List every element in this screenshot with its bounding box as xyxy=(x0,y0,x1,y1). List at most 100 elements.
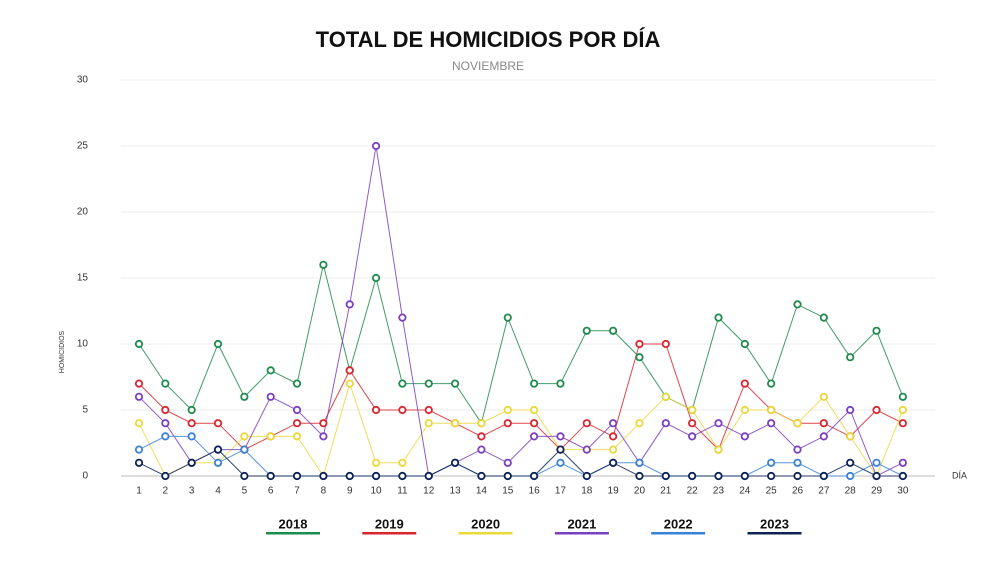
data-point xyxy=(714,445,723,454)
y-tick-label: 10 xyxy=(77,339,89,350)
data-point xyxy=(793,300,802,309)
data-point xyxy=(134,445,144,454)
data-point xyxy=(846,432,855,441)
data-point xyxy=(503,471,512,481)
data-point xyxy=(740,339,749,349)
legend-label: 2018 xyxy=(279,516,308,531)
x-tick-label: 21 xyxy=(660,486,672,497)
data-point xyxy=(371,405,381,415)
x-tick-label: 30 xyxy=(897,486,909,497)
data-point xyxy=(266,392,275,401)
data-point xyxy=(450,419,460,428)
x-tick-label: 26 xyxy=(792,486,804,497)
data-point xyxy=(319,260,328,269)
data-point xyxy=(688,471,697,481)
data-point xyxy=(161,471,170,481)
data-point xyxy=(635,419,644,428)
data-point xyxy=(134,458,144,467)
data-point xyxy=(872,471,881,481)
data-point xyxy=(503,313,512,322)
data-point xyxy=(767,471,776,481)
data-point xyxy=(688,419,697,428)
data-point xyxy=(740,471,749,481)
x-tick-label: 29 xyxy=(871,486,883,497)
x-tick-label: 9 xyxy=(347,486,353,497)
x-tick-label: 23 xyxy=(713,486,725,497)
y-tick-label: 5 xyxy=(82,405,88,416)
x-tick-label: 25 xyxy=(766,486,778,497)
x-tick-label: 22 xyxy=(687,486,699,497)
data-point xyxy=(898,405,907,415)
legend-label: 2023 xyxy=(760,516,789,531)
y-tick-label: 15 xyxy=(77,273,89,284)
data-point xyxy=(240,445,249,454)
data-point xyxy=(582,419,591,428)
data-point xyxy=(134,392,144,401)
data-point xyxy=(793,471,802,481)
data-point xyxy=(161,405,170,415)
legend-label: 2019 xyxy=(375,516,404,531)
series-line xyxy=(138,145,904,477)
series-line xyxy=(138,264,904,425)
data-point xyxy=(503,419,512,428)
data-point xyxy=(635,458,644,467)
legend-swatch xyxy=(554,532,609,535)
series-line xyxy=(138,448,903,477)
data-point xyxy=(898,458,907,467)
y-tick-label: 25 xyxy=(77,141,89,152)
data-point xyxy=(424,405,433,415)
data-point xyxy=(767,405,776,415)
data-point xyxy=(134,339,144,349)
data-point xyxy=(609,419,618,428)
data-point xyxy=(398,405,407,415)
x-tick-label: 8 xyxy=(321,486,327,497)
data-point xyxy=(529,471,539,481)
data-point xyxy=(846,353,855,362)
x-tick-label: 12 xyxy=(423,486,435,497)
x-tick-label: 10 xyxy=(370,486,382,497)
data-point xyxy=(503,458,512,467)
data-point xyxy=(187,405,196,415)
x-tick-label: 5 xyxy=(242,486,248,497)
data-point xyxy=(714,313,723,322)
data-point xyxy=(319,419,328,428)
x-tick-label: 4 xyxy=(215,486,221,497)
data-point xyxy=(424,471,433,481)
data-point xyxy=(266,432,275,441)
data-point xyxy=(740,379,749,388)
data-point xyxy=(688,405,697,415)
x-tick-label: 20 xyxy=(634,486,646,497)
data-point xyxy=(609,445,618,454)
legend-swatch xyxy=(362,532,417,535)
data-point xyxy=(556,432,565,441)
data-point xyxy=(529,379,539,388)
legend-swatch xyxy=(747,532,802,535)
chart-title: TOTAL DE HOMICIDIOS POR DÍA xyxy=(316,27,661,52)
data-point xyxy=(529,419,539,428)
data-point xyxy=(609,432,618,441)
data-point xyxy=(292,432,302,441)
x-tick-label: 1 xyxy=(136,486,142,497)
data-point xyxy=(819,419,828,428)
data-point xyxy=(609,326,618,335)
data-point xyxy=(898,392,907,401)
data-point xyxy=(793,419,802,428)
y-tick-label: 20 xyxy=(77,207,89,218)
data-point xyxy=(187,419,196,428)
data-point xyxy=(582,471,591,481)
data-point xyxy=(582,326,591,335)
data-point xyxy=(134,379,144,388)
data-point xyxy=(793,445,802,454)
x-tick-label: 11 xyxy=(397,486,408,497)
data-point xyxy=(767,419,776,428)
x-axis-title: DÍA xyxy=(952,470,967,480)
data-point xyxy=(161,432,170,441)
data-point xyxy=(767,458,776,467)
data-point xyxy=(371,458,381,467)
data-point xyxy=(872,458,881,467)
x-tick-label: 17 xyxy=(555,486,567,497)
x-tick-label: 24 xyxy=(739,486,751,497)
data-point xyxy=(688,432,697,441)
legend-label: 2021 xyxy=(567,516,596,531)
